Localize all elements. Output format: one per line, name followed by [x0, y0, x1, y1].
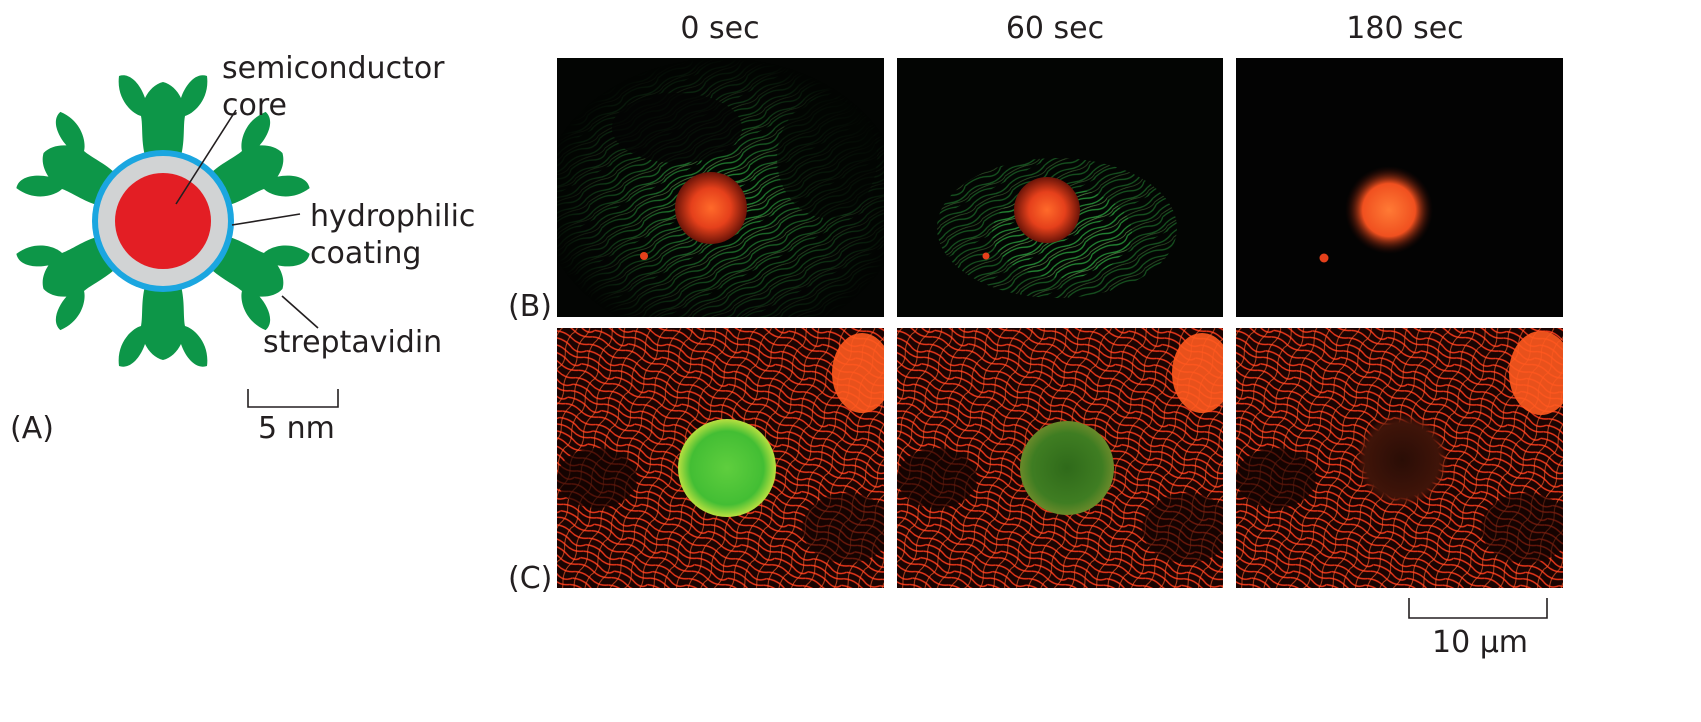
scale-bar-label-5nm: 5 nm	[258, 411, 335, 446]
nucleus	[1014, 177, 1080, 243]
nucleus	[678, 419, 776, 517]
streptavidin-leader-line	[281, 295, 319, 329]
nucleus	[1356, 414, 1448, 506]
micrograph-b-180sec	[1236, 58, 1563, 317]
scale-bar-label-10um: 10 µm	[1432, 625, 1529, 660]
time-label-0: 0 sec	[680, 11, 760, 46]
core-label: semiconductor core	[222, 51, 445, 123]
time-label-180: 180 sec	[1346, 11, 1464, 46]
coating-label: hydrophilic coating	[310, 199, 476, 271]
scale-bar-5nm	[247, 389, 339, 408]
panel-b-label: (B)	[508, 289, 552, 324]
scale-bar-10um	[1408, 598, 1548, 619]
streptavidin-label: streptavidin	[263, 325, 443, 360]
micrograph-c-60sec	[897, 328, 1223, 588]
nucleus	[1345, 166, 1433, 254]
nucleus	[1020, 421, 1114, 515]
micrograph-b-60sec	[897, 58, 1223, 317]
semiconductor-core	[115, 173, 211, 269]
micrograph-c-0sec	[557, 328, 884, 588]
streptavidin-molecule	[118, 75, 208, 156]
streptavidin-molecule	[118, 286, 208, 367]
time-label-60: 60 sec	[1005, 11, 1105, 46]
micrograph-c-180sec	[1236, 328, 1563, 588]
coating-leader-line	[231, 213, 301, 226]
micrograph-b-0sec	[557, 58, 884, 317]
panel-a-label: (A)	[10, 411, 54, 446]
panel-c-label: (C)	[508, 561, 553, 596]
nucleus	[675, 172, 747, 244]
core-leader-line	[175, 109, 237, 205]
quantum-dot-diagram	[15, 75, 339, 408]
